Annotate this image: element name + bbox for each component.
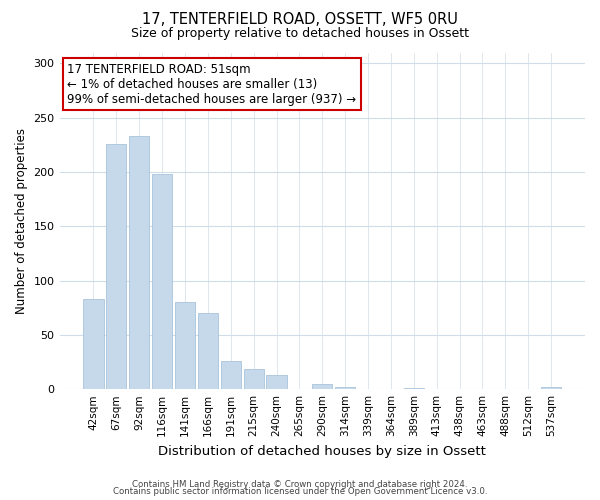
X-axis label: Distribution of detached houses by size in Ossett: Distribution of detached houses by size … bbox=[158, 444, 486, 458]
Text: Size of property relative to detached houses in Ossett: Size of property relative to detached ho… bbox=[131, 28, 469, 40]
Bar bbox=[129, 136, 149, 389]
Bar bbox=[404, 388, 424, 389]
Bar bbox=[106, 144, 127, 389]
Y-axis label: Number of detached properties: Number of detached properties bbox=[15, 128, 28, 314]
Bar bbox=[221, 361, 241, 389]
Bar bbox=[266, 375, 287, 389]
Bar bbox=[152, 174, 172, 389]
Text: 17 TENTERFIELD ROAD: 51sqm
← 1% of detached houses are smaller (13)
99% of semi-: 17 TENTERFIELD ROAD: 51sqm ← 1% of detac… bbox=[67, 62, 356, 106]
Bar bbox=[312, 384, 332, 389]
Bar bbox=[244, 368, 264, 389]
Text: Contains public sector information licensed under the Open Government Licence v3: Contains public sector information licen… bbox=[113, 487, 487, 496]
Text: Contains HM Land Registry data © Crown copyright and database right 2024.: Contains HM Land Registry data © Crown c… bbox=[132, 480, 468, 489]
Text: 17, TENTERFIELD ROAD, OSSETT, WF5 0RU: 17, TENTERFIELD ROAD, OSSETT, WF5 0RU bbox=[142, 12, 458, 28]
Bar bbox=[335, 387, 355, 389]
Bar bbox=[541, 387, 561, 389]
Bar bbox=[198, 313, 218, 389]
Bar bbox=[83, 299, 104, 389]
Bar bbox=[175, 302, 195, 389]
